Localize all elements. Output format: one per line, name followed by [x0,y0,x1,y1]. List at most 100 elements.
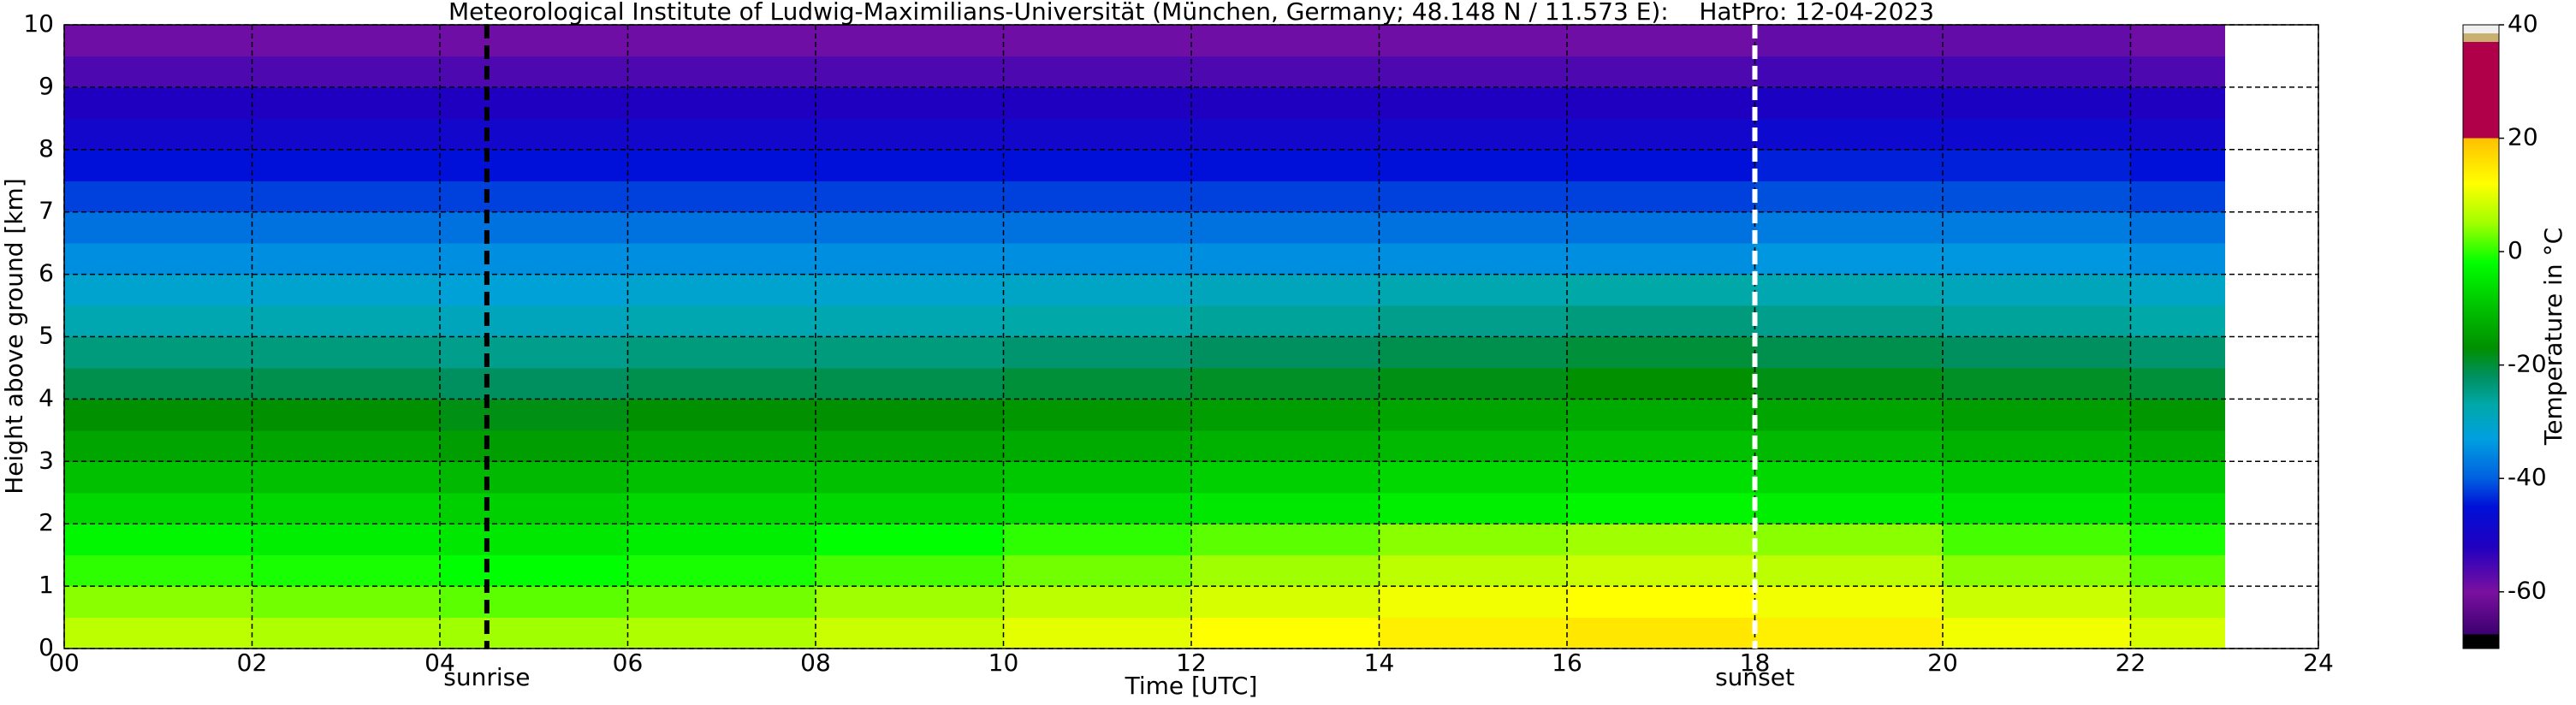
heatmap-cell [1003,274,1192,306]
chart-title: Meteorological Institute of Ludwig-Maxim… [448,0,1934,26]
heatmap-cell [1754,430,1944,462]
heatmap-cell [1003,305,1192,337]
heatmap-cell [816,243,1004,275]
heatmap-cell [252,336,441,369]
heatmap-cell [2130,274,2225,306]
heatmap-cell [64,305,252,337]
heatmap-cell [1379,86,1568,119]
heatmap-cell [1003,492,1192,524]
heatmap-cell [1567,25,1755,56]
heatmap-cell [252,305,441,337]
heatmap-cell [64,181,252,213]
x-tick-label: 16 [1552,649,1582,677]
heatmap-cell [440,149,628,181]
colorbar-tick-label: -60 [2508,577,2547,605]
heatmap-cell [1943,211,2131,244]
heatmap-cell [1754,118,1944,151]
heatmap-cell [1943,86,2131,119]
heatmap-cell [1379,149,1568,181]
heatmap-cell [1943,305,2131,337]
heatmap-cell [1191,149,1380,181]
heatmap-cell [627,367,816,400]
heatmap-cell [64,492,252,524]
colorbar-tick-label: 0 [2508,236,2523,264]
heatmap-cell [440,336,628,369]
heatmap-cell [627,430,816,462]
heatmap-cell [627,149,816,181]
heatmap-cell [1191,305,1380,337]
heatmap-cell [1003,554,1192,587]
heatmap-cell [1379,274,1568,306]
heatmap-cell [440,86,628,119]
heatmap-cell [1567,554,1755,587]
heatmap-cell [1754,524,1944,556]
heatmap-cell [64,118,252,151]
y-axis-label: Height above ground [km] [0,178,28,495]
heatmap-cell [440,586,628,619]
heatmap-cell [1943,274,2131,306]
heatmap-cell [627,274,816,306]
y-tick-label: 0 [39,633,54,661]
heatmap-cell [627,118,816,151]
y-tick-label: 4 [39,383,54,412]
heatmap-cell [1567,149,1755,181]
heatmap-cell [1754,367,1944,400]
heatmap-cell [2130,430,2225,462]
heatmap-cell [1943,586,2131,619]
heatmap-cell [440,243,628,275]
heatmap-cell [2130,336,2225,369]
heatmap-cell [1567,274,1755,306]
heatmap-cell [1943,430,2131,462]
heatmap-cell [1003,118,1192,151]
heatmap-cell [1379,554,1568,587]
heatmap-cell [2130,211,2225,244]
heatmap-cell [816,367,1004,400]
heatmap-cell [2130,86,2225,119]
heatmap-cell [2130,243,2225,275]
heatmap-cell [1003,181,1192,213]
heatmap-cell [1191,524,1380,556]
x-tick-label: 02 [237,649,268,677]
heatmap-cell [627,586,816,619]
heatmap-cell [1003,617,1192,649]
heatmap-cell [2130,399,2225,431]
heatmap-cell [1379,430,1568,462]
heatmap-cell [440,274,628,306]
heatmap-cell [627,524,816,556]
colorbar-tick-label: -20 [2508,350,2547,378]
heatmap-cell [1943,492,2131,524]
heatmap-cell [252,274,441,306]
heatmap-cell [252,118,441,151]
heatmap-cell [1754,243,1944,275]
heatmap-cell [1567,305,1755,337]
heatmap-cell [440,461,628,494]
plot-frame [63,24,2319,649]
heatmap-cell [1567,118,1755,151]
heatmap-cell [816,617,1004,649]
heatmap-cell [2130,181,2225,213]
heatmap-cell [64,25,252,56]
heatmap-cell [627,243,816,275]
heatmap-cell [1003,367,1192,400]
heatmap-cell [1567,211,1755,244]
y-tick-label: 6 [39,259,54,287]
heatmap-cell [1754,56,1944,88]
heatmap-cell [1754,586,1944,619]
heatmap-cell [252,617,441,649]
heatmap-cell [1003,56,1192,88]
heatmap-cell [252,243,441,275]
heatmap-cell [252,524,441,556]
heatmap-cell [1379,211,1568,244]
x-tick-label: 12 [1176,649,1207,677]
heatmap-cell [816,181,1004,213]
heatmap-cell [64,211,252,244]
heatmap-cell [1943,56,2131,88]
heatmap-cell [1379,586,1568,619]
heatmap-cell [2130,554,2225,587]
heatmap-cell [1567,367,1755,400]
heatmap-cell [1379,367,1568,400]
y-tick-label: 2 [39,508,54,536]
heatmap-cell [252,211,441,244]
heatmap-cell [627,492,816,524]
